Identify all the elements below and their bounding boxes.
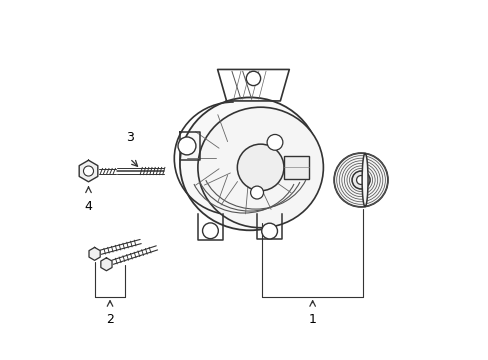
Circle shape xyxy=(351,171,369,189)
Circle shape xyxy=(250,186,263,199)
Circle shape xyxy=(83,166,93,176)
Circle shape xyxy=(178,137,196,155)
Circle shape xyxy=(202,223,218,239)
Polygon shape xyxy=(89,247,100,260)
Circle shape xyxy=(246,71,260,86)
Circle shape xyxy=(356,176,365,184)
Ellipse shape xyxy=(237,144,284,191)
Polygon shape xyxy=(101,258,112,271)
Text: 2: 2 xyxy=(106,313,114,326)
Circle shape xyxy=(266,134,282,150)
Polygon shape xyxy=(79,160,98,182)
Circle shape xyxy=(333,153,387,207)
Bar xyxy=(284,156,308,179)
Text: 1: 1 xyxy=(308,313,316,326)
Circle shape xyxy=(261,223,277,239)
Text: 3: 3 xyxy=(125,131,133,144)
Ellipse shape xyxy=(180,98,319,230)
Ellipse shape xyxy=(198,107,323,228)
Ellipse shape xyxy=(362,153,367,207)
Text: 4: 4 xyxy=(84,200,92,213)
